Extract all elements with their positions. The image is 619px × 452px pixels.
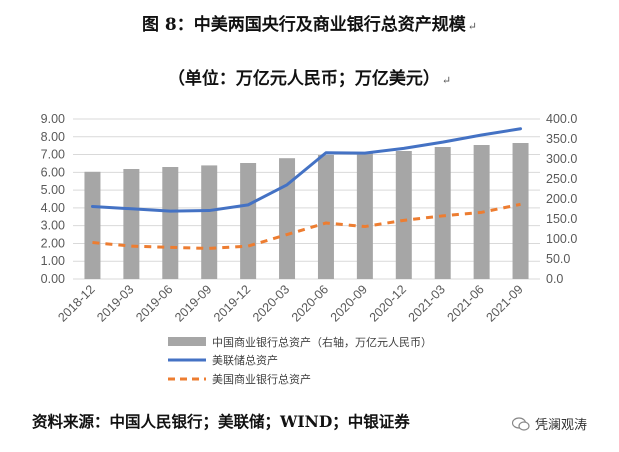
left-axis-tick-label: 2.00 (41, 236, 65, 250)
chart-area: 0.00 1.00 2.00 3.00 4.00 5.00 6.00 7.00 8.00 9.00… (41, 112, 578, 386)
left-axis-tick-label: 6.00 (41, 165, 65, 179)
x-axis-tick-label: 2019-06 (133, 282, 175, 324)
x-axis-tick-label: 2019-12 (211, 282, 253, 324)
left-axis-tick-label: 8.00 (41, 130, 65, 144)
bar (512, 143, 529, 279)
right-axis-tick-label: 400.0 (546, 112, 577, 126)
bar (279, 158, 296, 279)
chart-title: 图 8：中美两国央行及商业银行总资产规模 ↵ (142, 15, 477, 35)
right-axis-tick-label: 350.0 (546, 132, 577, 146)
x-axis-tick-label: 2021-09 (483, 282, 525, 324)
x-axis-tick-label: 2020-06 (289, 282, 331, 324)
right-axis-tick-label: 50.0 (546, 252, 570, 266)
bar (162, 167, 179, 279)
x-axis-tick-label: 2019-03 (94, 282, 136, 324)
right-axis-tick-label: 300.0 (546, 152, 577, 166)
left-axis-tick-label: 3.00 (41, 219, 65, 233)
source-note: 资料来源：中国人民银行；美联储；WIND；中银证券 (32, 412, 410, 431)
right-axis-tick-label: 150.0 (546, 212, 577, 226)
brand-name: 凭澜观涛 (535, 418, 588, 433)
series-line (92, 202, 521, 250)
left-axis-tick-label: 5.00 (41, 183, 65, 197)
bar (123, 169, 140, 279)
chart-subtitle: （单位：万亿元人民币；万亿美元） ↵ (167, 69, 452, 89)
bar (395, 151, 412, 279)
right-axis-tick-label: 250.0 (546, 172, 577, 186)
bar (201, 165, 218, 279)
bar (356, 152, 373, 279)
bar (84, 171, 101, 279)
line-series (90, 127, 523, 250)
x-axis-tick-label: 2018-12 (55, 282, 97, 324)
left-axis-tick-label: 1.00 (41, 254, 65, 268)
right-axis-tick-label: 200.0 (546, 192, 577, 206)
bar (434, 147, 451, 279)
brand-watermark: 凭澜观涛 (512, 414, 587, 433)
left-axis-tick-label: 0.00 (41, 272, 65, 286)
x-axis-tick-label: 2020-09 (328, 282, 370, 324)
x-axis-tick-label: 2021-06 (445, 282, 487, 324)
legend-label: 美国商业银行总资产 (212, 372, 311, 386)
left-axis-tick-label: 4.00 (41, 201, 65, 215)
bar (317, 155, 334, 279)
return-mark: ↵ (467, 20, 477, 33)
legend-label: 美联储总资产 (212, 353, 278, 367)
bar (240, 163, 257, 279)
right-axis-tick-label: 100.0 (546, 232, 577, 246)
right-axis-tick-label: 0.0 (546, 272, 563, 286)
x-axis-labels: 2018-122019-032019-062019-092019-122020-… (55, 282, 525, 324)
return-mark: ↵ (441, 74, 452, 87)
series-line (90, 127, 523, 213)
gridlines (73, 118, 540, 280)
x-axis-tick-label: 2021-03 (406, 282, 448, 324)
legend-swatch (168, 337, 206, 346)
wechat-icon (512, 416, 530, 431)
bar-series (84, 143, 529, 279)
x-axis-tick-label: 2020-03 (250, 282, 292, 324)
x-axis-tick-label: 2019-09 (172, 282, 214, 324)
left-axis-tick-label: 7.00 (41, 148, 65, 162)
left-axis-labels: 0.00 1.00 2.00 3.00 4.00 5.00 6.00 7.00 8.00 9.00 (41, 112, 65, 286)
left-axis-tick-label: 9.00 (41, 112, 65, 126)
legend-label: 中国商业银行总资产（右轴，万亿元人民币） (212, 335, 432, 349)
right-axis-labels: 0.0 50.0 100.0 150.0 200.0 250.0 300.0 350.0 400… (546, 112, 577, 286)
x-axis-tick-label: 2020-12 (367, 282, 409, 324)
